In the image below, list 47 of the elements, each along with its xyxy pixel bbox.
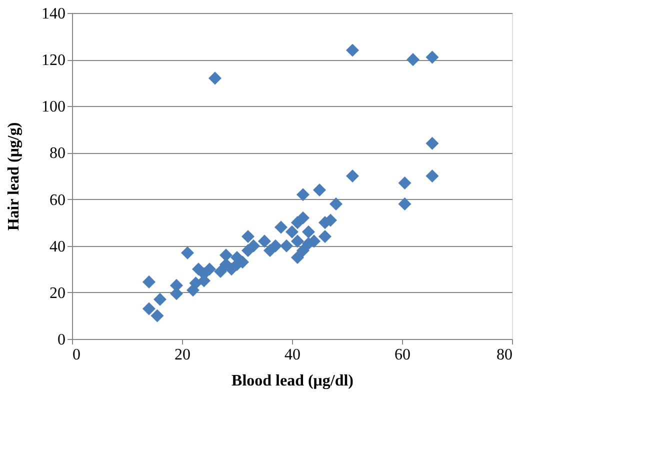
point: [346, 44, 360, 57]
point: [274, 220, 288, 234]
point: [406, 53, 420, 66]
point: [329, 197, 343, 210]
point: [398, 197, 412, 210]
y-tick-label: 100: [42, 98, 66, 116]
point: [426, 50, 439, 64]
point: [285, 225, 299, 238]
x-tick-label: 60: [394, 346, 410, 364]
point: [180, 246, 194, 260]
point: [258, 234, 272, 248]
point: [426, 136, 439, 150]
y-tick-label: 140: [42, 6, 66, 22]
y-tick-label: 80: [50, 145, 66, 162]
point: [296, 211, 310, 224]
point: [142, 275, 156, 288]
point: [398, 176, 412, 190]
point: [214, 264, 228, 278]
point: [208, 72, 222, 85]
point: [290, 234, 304, 248]
point: [296, 244, 310, 258]
x-tick-label: 40: [284, 346, 300, 364]
y-axis-title: Hair lead (μg/g): [6, 122, 22, 231]
x-tick-label: 80: [496, 346, 512, 364]
point: [241, 230, 255, 244]
point: [312, 183, 326, 196]
y-tick-label: 120: [42, 52, 66, 70]
point: [318, 230, 332, 244]
point: [150, 309, 164, 322]
point: [296, 188, 310, 202]
point: [290, 250, 304, 264]
point: [426, 169, 439, 183]
point: [302, 225, 316, 238]
point: [142, 302, 156, 316]
x-tick-label: 20: [174, 346, 190, 364]
y-tick-label: 0: [58, 332, 66, 348]
x-axis-title: Blood lead (μg/dl): [232, 372, 354, 390]
point: [346, 169, 360, 183]
point: [246, 239, 260, 252]
x-tick-label: 0: [72, 346, 80, 364]
y-tick-label: 20: [50, 284, 66, 302]
y-tick-label: 40: [50, 238, 66, 256]
y-tick-label: 60: [50, 192, 66, 209]
point: [268, 239, 282, 252]
point: [202, 262, 216, 276]
point: [153, 292, 167, 306]
point: [280, 239, 294, 252]
